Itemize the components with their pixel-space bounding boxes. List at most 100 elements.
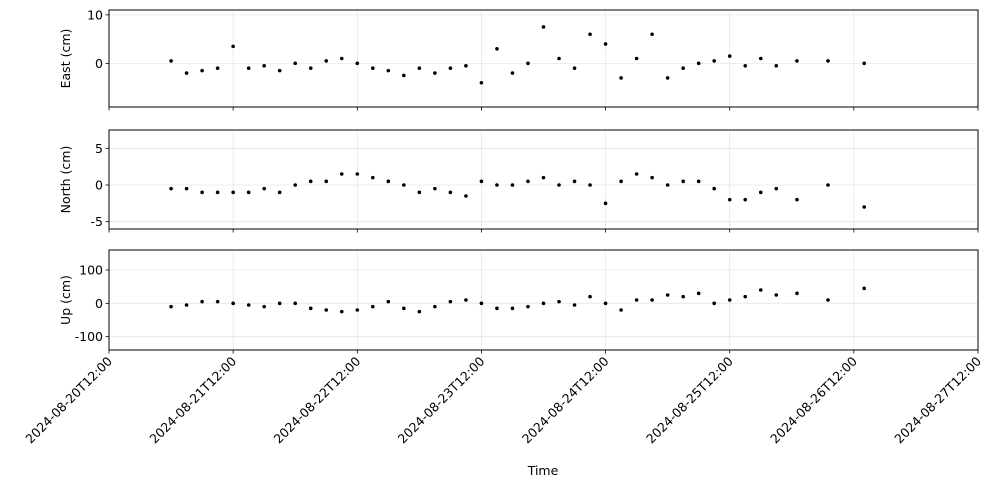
data-point: [541, 301, 546, 306]
data-point: [712, 301, 716, 306]
grid-layer: [108, 10, 979, 350]
data-point: [231, 44, 235, 49]
data-point: [433, 71, 437, 75]
data-point: [619, 179, 623, 184]
data-point: [634, 172, 639, 176]
x-tick-label: 2024-08-27T12:00: [891, 353, 984, 446]
data-point: [479, 301, 484, 306]
data-point: [339, 172, 344, 176]
panel-frame: [108, 9, 979, 108]
data-point: [417, 66, 422, 70]
data-point: [169, 304, 173, 309]
data-point: [386, 299, 391, 304]
x-tick-label: 2024-08-23T12:00: [395, 353, 488, 446]
data-point: [650, 175, 654, 180]
data-point: [572, 66, 577, 70]
data-point: [826, 298, 830, 302]
data-point: [293, 301, 298, 306]
data-point: [495, 306, 499, 311]
data-point: [712, 59, 716, 63]
data-point: [665, 76, 670, 80]
data-point: [215, 66, 220, 70]
data-point: [696, 61, 701, 66]
data-point: [588, 32, 592, 37]
data-point: [541, 175, 546, 180]
data-point: [557, 183, 561, 187]
data-point: [727, 54, 732, 58]
data-point: [774, 63, 779, 68]
y-tick-label: 100: [79, 263, 103, 278]
data-point: [795, 59, 799, 63]
data-point: [665, 183, 670, 187]
data-point: [371, 304, 375, 309]
data-point: [526, 304, 530, 309]
points-layer: [169, 25, 867, 314]
data-point: [650, 298, 654, 302]
data-point: [246, 190, 251, 195]
data-point: [774, 293, 779, 297]
data-point: [603, 201, 608, 206]
x-tick-label: 2024-08-20T12:00: [22, 353, 115, 446]
data-point: [184, 303, 189, 307]
x-tick-label: 2024-08-24T12:00: [519, 353, 612, 446]
data-point: [464, 194, 468, 198]
data-point: [758, 190, 763, 195]
data-point: [293, 183, 298, 187]
data-point: [200, 68, 204, 73]
data-point: [681, 66, 685, 70]
data-point: [826, 59, 830, 63]
data-point: [588, 294, 592, 299]
data-point: [262, 63, 266, 68]
data-point: [557, 299, 561, 304]
data-point: [603, 42, 608, 46]
data-point: [619, 308, 623, 312]
data-point: [826, 183, 830, 187]
data-point: [743, 63, 748, 68]
y-tick-label: -100: [75, 329, 103, 344]
y-tick-label: 0: [95, 56, 103, 71]
y-tick-label: 0: [95, 178, 103, 193]
y-axis-label: Up (cm): [58, 275, 73, 325]
data-point: [557, 56, 561, 61]
data-point: [743, 294, 748, 299]
y-axis-label: East (cm): [58, 29, 73, 89]
data-point: [795, 197, 799, 202]
data-point: [386, 179, 391, 184]
data-point: [862, 286, 867, 291]
data-point: [200, 190, 204, 195]
data-point: [371, 66, 375, 70]
data-point: [262, 304, 266, 309]
x-tick-label: 2024-08-26T12:00: [767, 353, 860, 446]
data-point: [448, 190, 453, 195]
data-point: [448, 66, 453, 70]
data-point: [526, 61, 530, 66]
data-point: [696, 179, 701, 184]
data-point: [169, 59, 173, 63]
data-point: [308, 179, 313, 184]
data-point: [681, 179, 685, 184]
y-tick-label: 10: [87, 7, 103, 22]
data-point: [712, 186, 716, 191]
data-point: [339, 56, 344, 61]
data-point: [634, 56, 639, 61]
data-point: [665, 293, 670, 297]
data-point: [862, 61, 867, 66]
data-point: [277, 68, 282, 73]
data-point: [634, 298, 639, 302]
data-point: [774, 186, 779, 191]
y-tick-label: 0: [95, 296, 103, 311]
data-point: [308, 66, 313, 70]
data-point: [588, 183, 592, 187]
data-point: [184, 186, 189, 191]
labels-layer: Time 0 10 East (cm) -5 0 5 North (cm) -100 0 100 U…: [22, 7, 984, 478]
data-point: [795, 291, 799, 296]
data-point: [510, 71, 515, 75]
data-point: [464, 63, 468, 68]
data-point: [339, 309, 344, 314]
data-point: [293, 61, 298, 66]
data-point: [355, 172, 360, 176]
data-point: [758, 288, 763, 292]
data-point: [169, 186, 173, 191]
data-point: [355, 61, 360, 66]
data-point: [510, 306, 515, 311]
